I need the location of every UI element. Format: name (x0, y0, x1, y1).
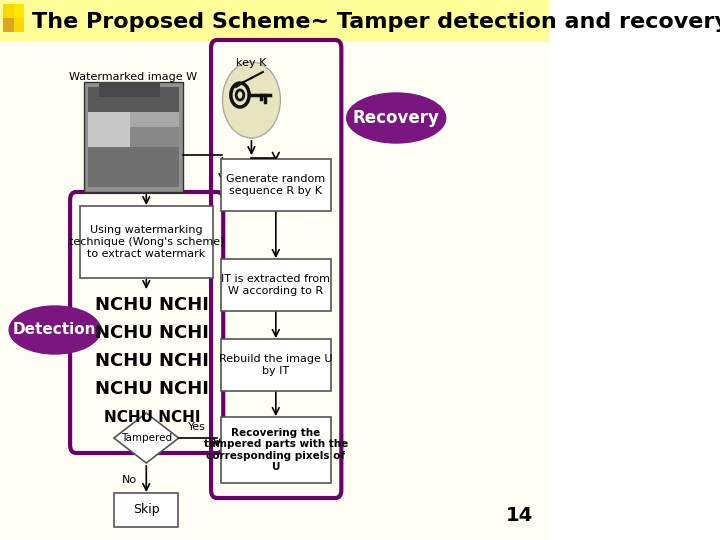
Text: 14: 14 (506, 506, 534, 525)
Text: No: No (122, 475, 137, 485)
Bar (14, 18, 24, 32)
Bar (88, 87, 130, 147)
Text: The Proposed Scheme~ Tamper detection and recovery: The Proposed Scheme~ Tamper detection an… (32, 12, 720, 32)
Text: NCHU NCHI: NCHU NCHI (104, 409, 201, 424)
Text: Recovering the
tampered parts with the
corresponding pixels of
U: Recovering the tampered parts with the c… (204, 428, 348, 472)
FancyBboxPatch shape (221, 159, 330, 211)
Polygon shape (114, 413, 179, 463)
Text: NCHU NCHI: NCHU NCHI (96, 324, 210, 342)
Ellipse shape (346, 93, 446, 143)
Text: Watermarked image W: Watermarked image W (69, 72, 197, 82)
Text: Skip: Skip (133, 503, 160, 516)
Text: NCHU NCHI: NCHU NCHI (96, 296, 210, 314)
Circle shape (236, 90, 244, 100)
Text: Detection: Detection (13, 322, 96, 338)
Text: Tampered: Tampered (121, 433, 172, 443)
Text: Recovery: Recovery (353, 109, 440, 127)
Bar (3, 18, 14, 32)
FancyBboxPatch shape (221, 417, 330, 483)
Bar (130, 127, 179, 147)
Bar (14, 4, 24, 18)
Bar (3, 4, 14, 18)
Circle shape (222, 62, 280, 138)
Bar (99, 82, 160, 97)
Text: NCHU NCHI: NCHU NCHI (96, 352, 210, 370)
FancyBboxPatch shape (80, 206, 212, 278)
Bar (88, 87, 179, 112)
Bar (130, 87, 179, 127)
Text: key K: key K (236, 58, 266, 68)
FancyBboxPatch shape (221, 339, 330, 391)
Text: Rebuild the image U
by IT: Rebuild the image U by IT (219, 354, 333, 376)
FancyBboxPatch shape (114, 493, 179, 527)
Bar (84, 82, 183, 192)
FancyBboxPatch shape (221, 259, 330, 311)
Bar (88, 147, 179, 187)
Text: NCHU NCHI: NCHU NCHI (96, 380, 210, 398)
Bar (0, 0, 549, 42)
Ellipse shape (9, 306, 101, 354)
Text: Yes: Yes (188, 422, 205, 432)
Text: Using watermarking
technique (Wong's scheme)
to extract watermark: Using watermarking technique (Wong's sch… (68, 225, 224, 259)
Text: IT is extracted from
W according to R: IT is extracted from W according to R (221, 274, 330, 296)
Text: Generate random
sequence R by K: Generate random sequence R by K (226, 174, 325, 196)
